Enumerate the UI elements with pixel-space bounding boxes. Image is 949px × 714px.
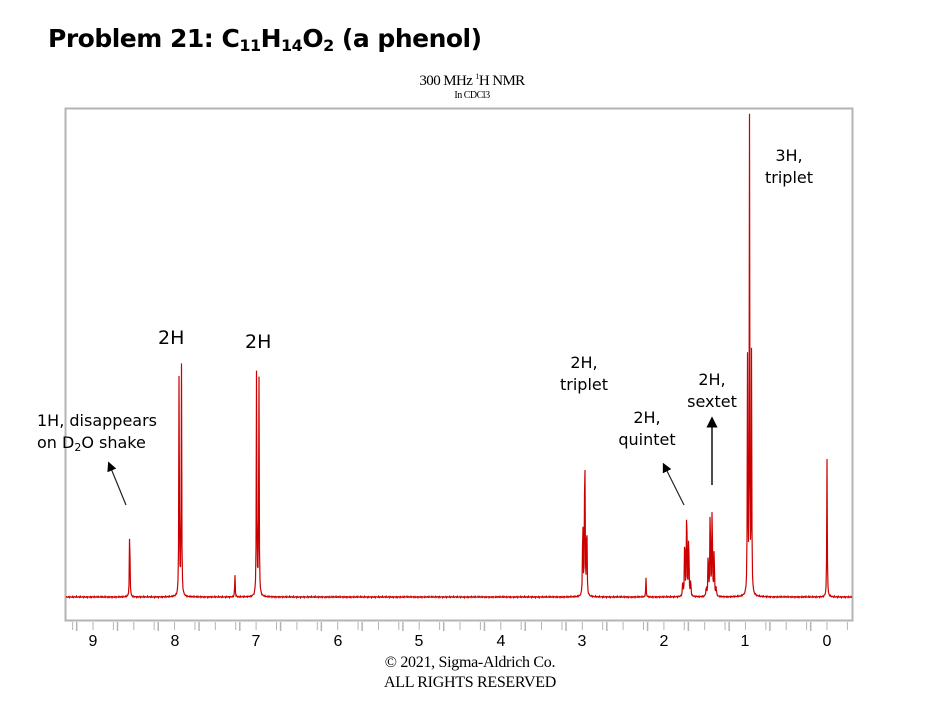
- annotation-text: 2H,: [570, 353, 598, 372]
- solvent-label: In CDCl3: [454, 90, 490, 101]
- x-tick-label: 9: [88, 633, 98, 650]
- x-axis-ticks: [72, 622, 848, 631]
- title-subscript: 2: [323, 36, 334, 55]
- annotation-aromatic-2: 2H: [245, 331, 272, 353]
- annotation-sextet-142: 2H, sextet: [684, 369, 740, 413]
- x-tick-label: 8: [170, 633, 180, 650]
- annotation-text: 3H,: [775, 146, 803, 165]
- x-tick-label: 5: [414, 633, 424, 650]
- x-tick-label: 7: [251, 633, 261, 650]
- x-tick-label: 0: [822, 633, 832, 650]
- copyright-text: © 2021, Sigma-Aldrich Co.: [384, 654, 556, 671]
- annotation-text: sextet: [687, 392, 737, 411]
- x-tick-label: 3: [577, 633, 587, 650]
- title-text: O: [302, 24, 324, 53]
- annotation-text: quintet: [618, 430, 676, 449]
- annotation-triplet-297: 2H, triplet: [552, 352, 616, 396]
- arrow-quintet: [662, 462, 685, 506]
- plot-frame: [64, 107, 854, 622]
- x-tick-label: 4: [496, 633, 506, 650]
- annotation-triplet-095: 3H, triplet: [760, 145, 818, 189]
- x-tick-label: 2: [659, 633, 669, 650]
- arrow-oh-peak: [107, 461, 127, 506]
- instrument-label: 300 MHz 1H NMR: [372, 72, 572, 90]
- title-text: Problem 21: C: [48, 24, 240, 53]
- rights-text: ALL RIGHTS RESERVED: [384, 674, 556, 691]
- x-tick-label: 1: [740, 633, 750, 650]
- instrument-superscript: 1: [475, 72, 479, 81]
- annotation-quintet-172: 2H, quintet: [614, 407, 680, 451]
- annotation-subscript: 2: [74, 441, 82, 454]
- annotation-text: O shake: [81, 433, 146, 452]
- title-text: H: [260, 24, 282, 53]
- annotation-text: on D: [37, 433, 75, 452]
- annotation-text: 2H,: [698, 370, 726, 389]
- annotation-text: 2H,: [633, 408, 661, 427]
- annotation-text: on D2O shake: [37, 432, 157, 459]
- title-subscript: 14: [281, 36, 303, 55]
- annotation-aromatic-1: 2H: [158, 327, 185, 349]
- title-subscript: 11: [239, 36, 261, 55]
- instrument-text: H NMR: [478, 73, 525, 89]
- annotation-text: triplet: [764, 168, 813, 187]
- annotation-text: 1H, disappears: [37, 411, 157, 430]
- instrument-text: 300 MHz: [419, 73, 476, 89]
- x-tick-label: 6: [333, 633, 343, 650]
- page-title: Problem 21: C11H14O2 (a phenol): [48, 24, 482, 55]
- annotation-oh: 1H, disappears on D2O shake: [37, 410, 157, 459]
- annotation-text: triplet: [559, 375, 608, 394]
- spectrum-trace: [65, 113, 853, 600]
- title-text: (a phenol): [333, 24, 482, 53]
